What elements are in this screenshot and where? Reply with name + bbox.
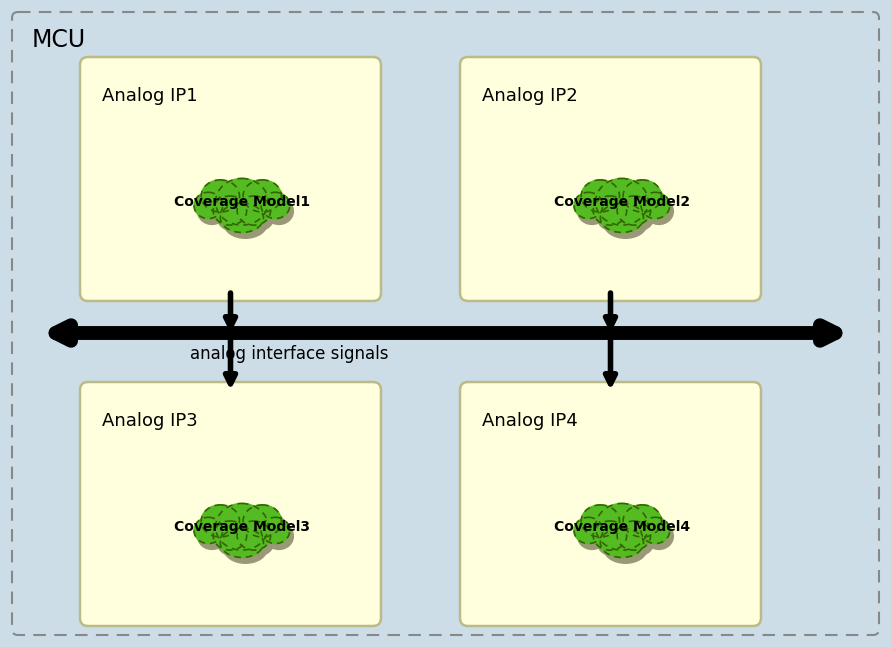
Ellipse shape: [237, 196, 271, 225]
Ellipse shape: [641, 518, 670, 543]
Ellipse shape: [220, 203, 264, 232]
Ellipse shape: [601, 203, 643, 232]
Ellipse shape: [593, 196, 626, 225]
Ellipse shape: [247, 186, 285, 218]
Ellipse shape: [641, 192, 670, 219]
Text: Coverage Model4: Coverage Model4: [554, 520, 690, 534]
Ellipse shape: [243, 505, 282, 537]
Ellipse shape: [201, 180, 240, 212]
Ellipse shape: [584, 186, 623, 218]
FancyBboxPatch shape: [460, 382, 761, 626]
Text: Analog IP2: Analog IP2: [482, 87, 577, 105]
Ellipse shape: [604, 534, 647, 564]
Ellipse shape: [213, 196, 247, 225]
Ellipse shape: [581, 180, 619, 212]
Ellipse shape: [224, 534, 267, 564]
Ellipse shape: [237, 521, 271, 550]
Ellipse shape: [194, 518, 223, 543]
Ellipse shape: [205, 186, 243, 218]
Ellipse shape: [645, 198, 674, 225]
Ellipse shape: [584, 510, 623, 543]
Ellipse shape: [213, 521, 247, 550]
Ellipse shape: [265, 198, 293, 225]
Ellipse shape: [621, 202, 654, 231]
Ellipse shape: [241, 202, 274, 231]
Ellipse shape: [595, 179, 649, 225]
Ellipse shape: [599, 184, 652, 231]
Ellipse shape: [601, 528, 643, 558]
FancyBboxPatch shape: [80, 382, 381, 626]
Ellipse shape: [247, 510, 285, 543]
Ellipse shape: [198, 523, 226, 549]
Ellipse shape: [261, 518, 290, 543]
Ellipse shape: [220, 528, 264, 558]
Ellipse shape: [198, 198, 226, 225]
Ellipse shape: [595, 503, 649, 550]
Ellipse shape: [617, 196, 650, 225]
Ellipse shape: [597, 202, 630, 231]
Ellipse shape: [265, 523, 293, 549]
Text: analog interface signals: analog interface signals: [190, 345, 388, 363]
Ellipse shape: [645, 523, 674, 549]
Ellipse shape: [593, 521, 626, 550]
Ellipse shape: [574, 518, 602, 543]
Ellipse shape: [597, 527, 630, 556]
Ellipse shape: [577, 198, 607, 225]
Ellipse shape: [604, 209, 647, 238]
Ellipse shape: [621, 527, 654, 556]
Ellipse shape: [617, 521, 650, 550]
FancyBboxPatch shape: [460, 57, 761, 301]
Ellipse shape: [261, 192, 290, 219]
Ellipse shape: [219, 184, 272, 231]
Ellipse shape: [599, 509, 652, 556]
Ellipse shape: [216, 503, 268, 550]
Ellipse shape: [219, 509, 272, 556]
Ellipse shape: [217, 527, 250, 556]
Ellipse shape: [626, 510, 665, 543]
Ellipse shape: [216, 179, 268, 225]
Ellipse shape: [224, 209, 267, 238]
Ellipse shape: [581, 505, 619, 537]
Ellipse shape: [205, 510, 243, 543]
Ellipse shape: [241, 527, 274, 556]
FancyBboxPatch shape: [12, 12, 879, 635]
Ellipse shape: [243, 180, 282, 212]
Ellipse shape: [194, 192, 223, 219]
Ellipse shape: [623, 180, 661, 212]
Ellipse shape: [626, 186, 665, 218]
FancyBboxPatch shape: [80, 57, 381, 301]
Ellipse shape: [574, 192, 602, 219]
Text: MCU: MCU: [32, 28, 86, 52]
Text: Analog IP1: Analog IP1: [102, 87, 198, 105]
Ellipse shape: [577, 523, 607, 549]
Text: Analog IP3: Analog IP3: [102, 412, 198, 430]
Ellipse shape: [217, 202, 250, 231]
Ellipse shape: [623, 505, 661, 537]
Ellipse shape: [201, 505, 240, 537]
Text: Coverage Model1: Coverage Model1: [174, 195, 310, 209]
Text: Coverage Model2: Coverage Model2: [554, 195, 690, 209]
Text: Analog IP4: Analog IP4: [482, 412, 577, 430]
Text: Coverage Model3: Coverage Model3: [174, 520, 310, 534]
